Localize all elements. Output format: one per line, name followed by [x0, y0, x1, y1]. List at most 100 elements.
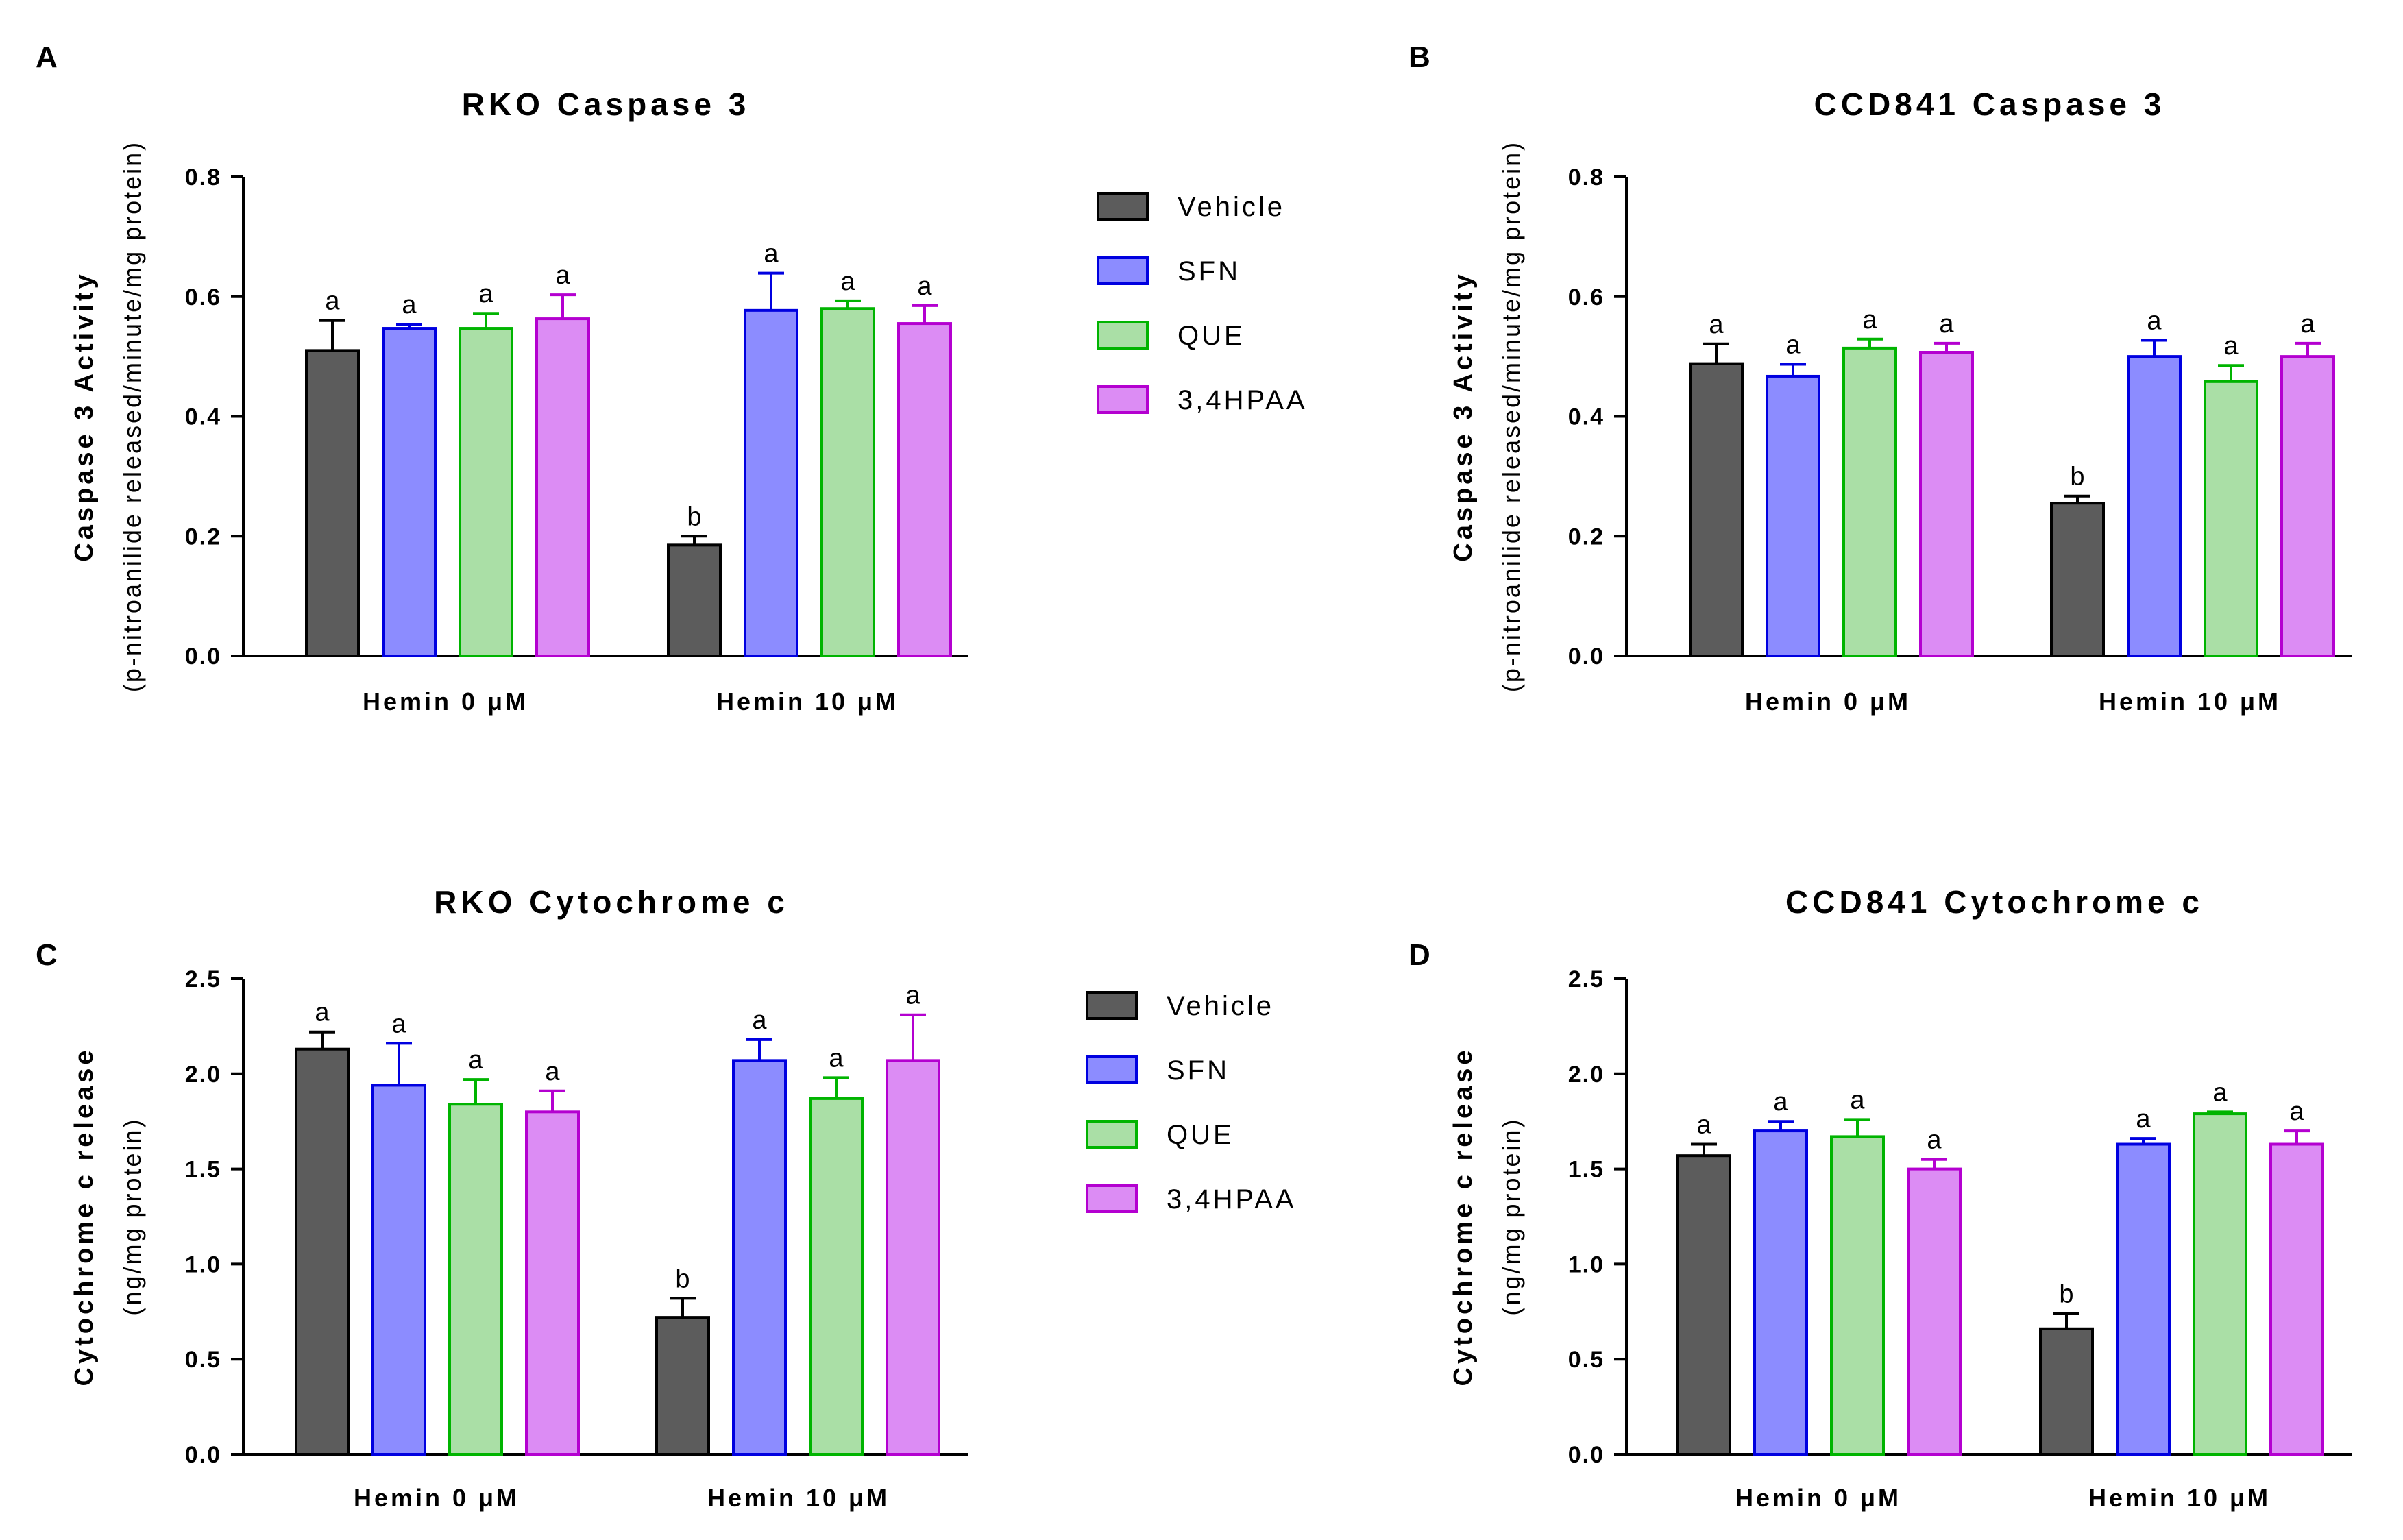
significance-label: a: [2136, 1105, 2151, 1134]
significance-label: b: [2059, 1280, 2073, 1309]
x-category-label: Hemin 10 μM: [2099, 687, 2281, 716]
significance-label: b: [687, 502, 701, 531]
x-category-label: Hemin 10 μM: [2088, 1484, 2271, 1512]
bar-34hpaa-group-1: [1907, 1167, 1962, 1456]
significance-label: a: [1696, 1111, 1711, 1140]
bar-34hpaa-group-2: [2280, 355, 2335, 657]
bar-sfn-group-2: [2127, 355, 2182, 657]
significance-label: a: [468, 1046, 483, 1075]
significance-label: a: [555, 261, 570, 290]
y-tick-label: 1.0: [185, 1251, 221, 1278]
legend-swatch-34hpaa: [1086, 1184, 1138, 1213]
bar-vehicle-group-1: [1689, 362, 1744, 657]
bar-que-group-2: [2204, 380, 2258, 657]
bar-sfn-group-2: [744, 308, 798, 657]
chart-title: CCD841 Caspase 3: [1814, 86, 2166, 122]
bar-sfn-group-1: [382, 327, 437, 657]
legend-swatch-sfn: [1086, 1055, 1138, 1084]
significance-label: a: [2300, 310, 2315, 339]
y-axis-subtitle: (ng/mg protein): [118, 1117, 146, 1315]
bar-que-group-1: [459, 327, 513, 657]
bar-34hpaa-group-1: [535, 317, 590, 657]
y-tick-label: 2.0: [185, 1062, 221, 1088]
x-category-label: Hemin 0 μM: [1745, 687, 1911, 716]
x-category-label: Hemin 0 μM: [363, 687, 528, 716]
panel-letter: C: [36, 938, 58, 972]
legend-label: SFN: [1167, 1055, 1230, 1086]
bar-vehicle-group-1: [295, 1047, 350, 1456]
y-tick-label: 0.0: [1568, 644, 1605, 670]
bar-que-group-1: [1842, 346, 1897, 657]
bar-sfn-group-2: [2116, 1142, 2171, 1456]
bar-vehicle-group-1: [305, 349, 360, 657]
significance-label: a: [402, 291, 417, 319]
significance-label: a: [764, 240, 779, 269]
significance-label: a: [905, 981, 920, 1010]
legend-swatch-34hpaa: [1097, 385, 1149, 414]
y-tick-label: 1.5: [1568, 1157, 1605, 1183]
significance-label: a: [1862, 306, 1877, 334]
legend-swatch-sfn: [1097, 256, 1149, 285]
legend-2: Vehicle SFN QUE 3,4HPAA: [1086, 991, 1294, 1214]
legend-swatch-vehicle: [1097, 192, 1149, 221]
legend-label: Vehicle: [1178, 192, 1285, 222]
significance-label: a: [1709, 310, 1724, 339]
significance-label: a: [1939, 310, 1954, 339]
panel-b: B CCD841 Caspase 3 0.0 0.2 0.4 0.6 0.8 Caspase …: [1408, 40, 2352, 716]
bar-sfn-group-1: [371, 1084, 426, 1456]
y-tick-label: 0.6: [1568, 284, 1605, 310]
bar-34hpaa-group-2: [886, 1059, 940, 1456]
y-tick-label: 0.5: [1568, 1347, 1605, 1373]
bar-34hpaa-group-2: [2269, 1142, 2324, 1456]
chart-title: RKO Caspase 3: [462, 86, 751, 122]
y-tick-label: 0.2: [1568, 524, 1605, 550]
significance-label: a: [917, 272, 932, 301]
bar-34hpaa-group-1: [525, 1110, 580, 1456]
x-category-label: Hemin 0 μM: [354, 1484, 520, 1512]
bar-que-group-2: [809, 1097, 864, 1456]
significance-label: a: [391, 1010, 406, 1038]
significance-label: a: [1850, 1086, 1865, 1114]
y-tick-label: 0.4: [185, 404, 221, 430]
significance-label: a: [2212, 1078, 2228, 1107]
significance-label: a: [478, 280, 493, 308]
bar-vehicle-group-2: [2050, 502, 2105, 657]
bar-que-group-2: [820, 307, 875, 657]
significance-label: a: [315, 999, 330, 1027]
y-tick-label: 0.4: [1568, 404, 1605, 430]
chart-title: CCD841 Cytochrome c: [1785, 884, 2204, 920]
y-axis-subtitle: (ng/mg protein): [1497, 1117, 1525, 1315]
significance-label: a: [1773, 1088, 1788, 1116]
significance-label: a: [2289, 1097, 2304, 1126]
panel-letter: B: [1408, 40, 1430, 74]
legend-label: Vehicle: [1167, 991, 1274, 1021]
y-tick-label: 0.2: [185, 524, 221, 550]
significance-label: a: [752, 1006, 767, 1035]
bar-sfn-group-1: [1766, 374, 1820, 657]
legend-swatch-vehicle: [1086, 991, 1138, 1020]
y-tick-label: 0.0: [1568, 1442, 1605, 1468]
legend-1: Vehicle SFN QUE 3,4HPAA: [1097, 192, 1305, 415]
x-category-label: Hemin 10 μM: [716, 687, 899, 716]
significance-label: b: [675, 1264, 690, 1293]
bar-sfn-group-1: [1753, 1129, 1808, 1456]
legend-swatch-que: [1097, 321, 1149, 350]
significance-label: a: [1927, 1126, 1942, 1155]
y-tick-label: 0.8: [185, 164, 221, 191]
bar-vehicle-group-1: [1676, 1154, 1731, 1456]
legend-label: QUE: [1167, 1120, 1234, 1150]
panel-c: C RKO Cytochrome c 0.0 0.5 1.0 1.5 2.0 2.5 Cytoc…: [36, 884, 968, 1512]
legend-label: SFN: [1178, 256, 1241, 286]
bar-que-group-1: [1830, 1135, 1885, 1456]
significance-label: a: [2147, 307, 2162, 336]
bar-vehicle-group-2: [655, 1316, 710, 1456]
chart-title: RKO Cytochrome c: [434, 884, 789, 920]
y-tick-label: 0.8: [1568, 164, 1605, 191]
y-axis-subtitle: (p-nitroanilide released/minute/mg prote…: [1497, 140, 1525, 692]
bar-sfn-group-2: [732, 1059, 787, 1456]
legend-label: QUE: [1178, 321, 1245, 351]
y-axis-title: Caspase 3 Activity: [70, 271, 99, 561]
significance-label: b: [2070, 463, 2084, 491]
y-tick-label: 0.5: [185, 1347, 221, 1373]
